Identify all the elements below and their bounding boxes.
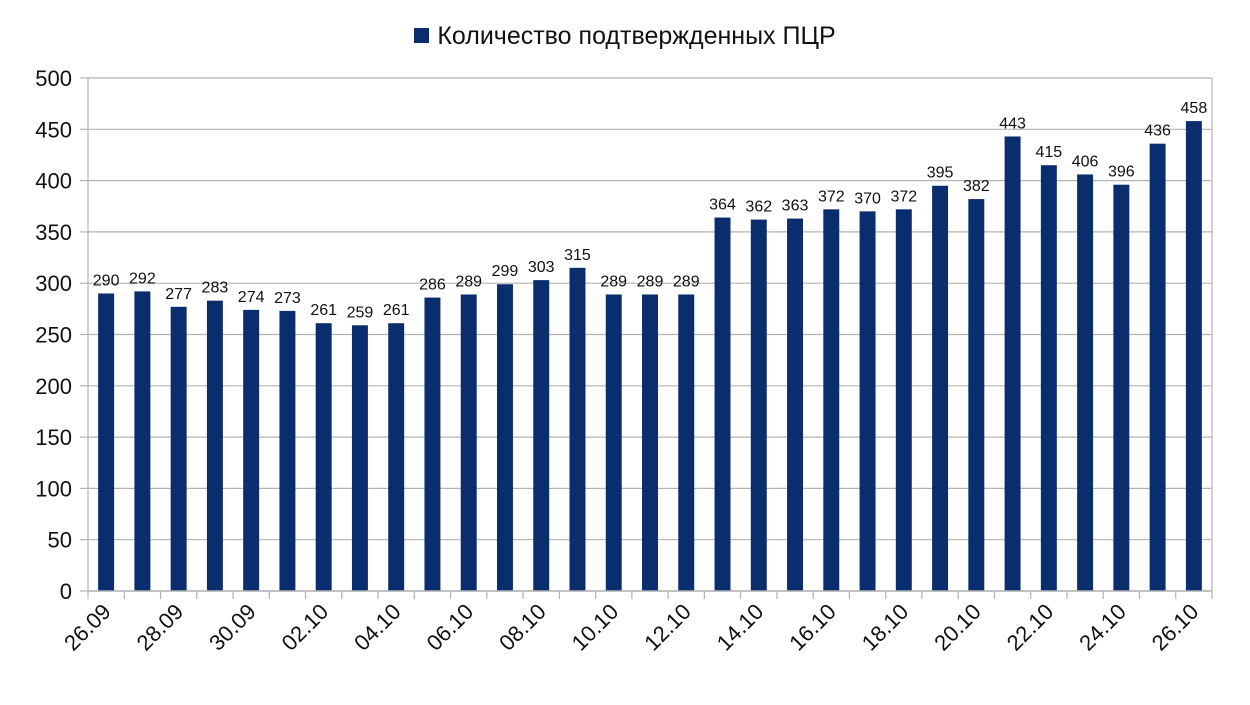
- bar: [496, 284, 513, 591]
- y-tick-label: 150: [35, 425, 72, 450]
- bar: [1113, 184, 1130, 592]
- data-label: 372: [890, 188, 917, 205]
- y-tick-label: 450: [35, 117, 72, 142]
- bar: [206, 300, 223, 591]
- x-tick-label: 04.10: [349, 599, 406, 656]
- x-tick-label: 22.10: [1002, 599, 1059, 656]
- bar: [170, 306, 187, 591]
- bar: [823, 209, 840, 591]
- x-tick-label: 26.09: [59, 599, 116, 656]
- data-label: 261: [310, 302, 337, 319]
- x-tick-label: 14.10: [712, 599, 769, 656]
- bar: [388, 323, 405, 591]
- bar: [968, 199, 985, 591]
- data-label: 286: [419, 277, 446, 294]
- legend-swatch: [414, 27, 430, 43]
- bar: [605, 294, 622, 591]
- y-tick-label: 250: [35, 323, 72, 348]
- bar: [859, 211, 876, 591]
- data-label: 406: [1072, 153, 1099, 170]
- x-tick-label: 12.10: [639, 599, 696, 656]
- data-label: 292: [129, 270, 156, 287]
- data-label: 364: [709, 197, 736, 214]
- x-tick-label: 30.09: [204, 599, 261, 656]
- legend: Количество подтвержденных ПЦР: [0, 22, 1250, 51]
- data-label: 283: [202, 280, 229, 297]
- y-tick-label: 400: [35, 169, 72, 194]
- data-label: 382: [963, 178, 990, 195]
- data-label: 299: [492, 263, 519, 280]
- bar: [134, 291, 151, 591]
- y-tick-label: 500: [35, 66, 72, 91]
- data-label: 396: [1108, 164, 1135, 181]
- data-label: 362: [745, 199, 772, 216]
- bar: [351, 325, 368, 591]
- bar: [642, 294, 658, 591]
- bar: [932, 185, 949, 592]
- bar: [279, 310, 296, 591]
- data-label: 372: [818, 188, 845, 205]
- data-label: 259: [347, 304, 374, 321]
- bar: [98, 293, 115, 591]
- x-tick-label: 24.10: [1074, 599, 1131, 656]
- y-tick-label: 100: [35, 476, 72, 501]
- data-label: 370: [854, 190, 881, 207]
- data-label: 443: [999, 115, 1026, 132]
- x-tick-label: 20.10: [929, 599, 986, 656]
- bar: [750, 219, 767, 591]
- y-tick-label: 0: [60, 579, 72, 604]
- data-label: 289: [600, 273, 627, 290]
- data-label: 289: [637, 273, 664, 290]
- legend-label: Количество подтвержденных ПЦР: [437, 22, 836, 50]
- data-label: 395: [927, 165, 954, 182]
- bar: [460, 294, 477, 591]
- bar: [424, 297, 441, 591]
- x-tick-label: 02.10: [277, 599, 334, 656]
- bar: [1185, 121, 1202, 591]
- x-tick-label: 06.10: [422, 599, 479, 656]
- bar: [787, 218, 804, 591]
- data-label: 436: [1144, 123, 1171, 140]
- data-label: 290: [93, 272, 120, 289]
- y-tick-label: 300: [35, 271, 72, 296]
- bar: [1077, 174, 1094, 591]
- x-tick-label: 10.10: [567, 599, 624, 656]
- data-label: 273: [274, 290, 301, 307]
- data-label: 458: [1181, 100, 1208, 117]
- bar: [243, 309, 260, 591]
- data-label: 277: [165, 286, 192, 303]
- x-tick-label: 26.10: [1147, 599, 1204, 656]
- bar: [569, 267, 586, 591]
- x-tick-label: 16.10: [784, 599, 841, 656]
- data-label: 315: [564, 247, 591, 264]
- data-label: 261: [383, 302, 410, 319]
- data-label: 363: [782, 198, 809, 215]
- y-tick-label: 50: [48, 528, 72, 553]
- y-tick-label: 200: [35, 374, 72, 399]
- data-label: 289: [455, 273, 482, 290]
- x-tick-label: 28.09: [132, 599, 189, 656]
- bar: [714, 217, 731, 591]
- data-label: 415: [1035, 144, 1062, 161]
- bar: [533, 280, 550, 591]
- bar: [315, 323, 332, 591]
- data-label: 274: [238, 289, 265, 306]
- bar: [1149, 143, 1166, 591]
- data-label: 303: [528, 259, 555, 276]
- bar: [678, 294, 695, 591]
- y-tick-label: 350: [35, 220, 72, 245]
- bar: [1004, 136, 1021, 591]
- data-label: 289: [673, 273, 700, 290]
- bar: [895, 209, 912, 591]
- x-tick-label: 08.10: [494, 599, 551, 656]
- x-tick-label: 18.10: [857, 599, 914, 656]
- bar: [1040, 165, 1057, 591]
